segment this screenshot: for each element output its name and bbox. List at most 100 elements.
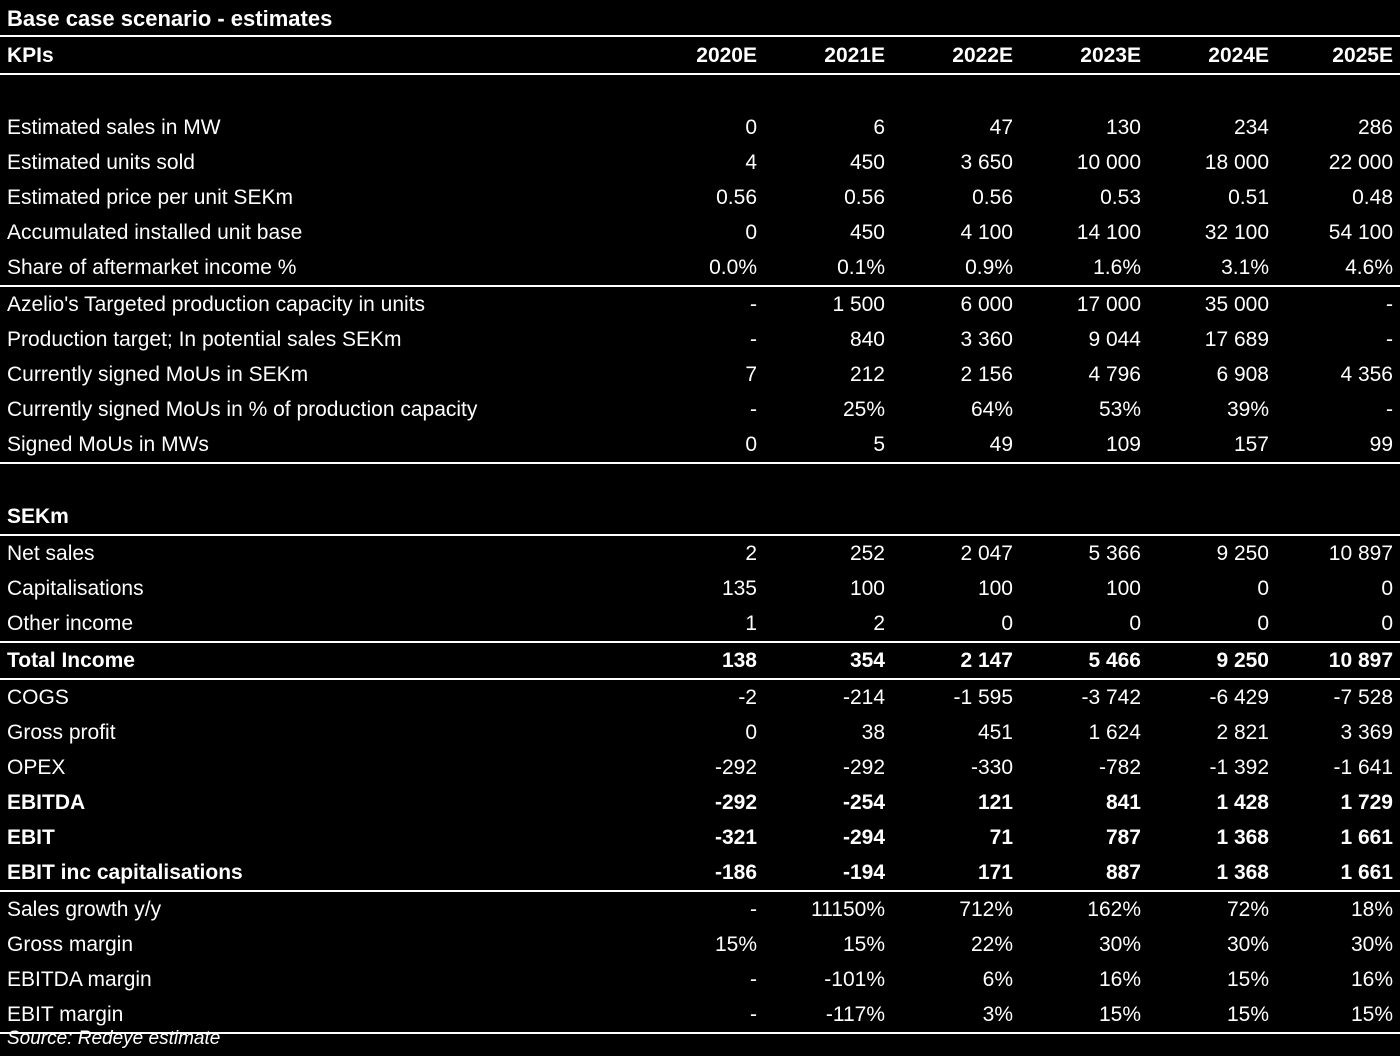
row-value: 138 <box>630 641 757 679</box>
row-value: 64% <box>970 398 1013 421</box>
row-label: OPEX <box>7 756 66 779</box>
row-value: 3% <box>982 1003 1013 1026</box>
row-value: 841 <box>1105 791 1141 814</box>
total-income-row: Total Income 138 354 2 147 5 466 9 250 10 897 <box>0 641 1400 679</box>
row-label: Estimated sales in MW <box>7 116 221 139</box>
row-value: 0.56 <box>844 186 885 209</box>
ratio-row: Sales growth y/y -11150% 712% 162% 72% 18% <box>0 890 1400 927</box>
row-value: 3 650 <box>960 151 1013 174</box>
row-label: Accumulated installed unit base <box>7 221 303 244</box>
year-header: 2022E <box>952 44 1013 67</box>
row-value: 39% <box>1226 398 1269 421</box>
row-value: 35 000 <box>1141 285 1269 322</box>
row-value: 16% <box>1350 968 1393 991</box>
row-value: 1 <box>745 612 757 635</box>
row-value: 109 <box>1105 433 1141 456</box>
row-value: 4 100 <box>960 221 1013 244</box>
row-value: 5 <box>873 433 885 456</box>
spacer-row <box>0 73 1400 110</box>
row-value: 10 000 <box>1076 151 1141 174</box>
row-label: EBITDA margin <box>7 968 152 991</box>
row-value: 22% <box>970 933 1013 956</box>
kpi-row: Share of aftermarket income % 0.0% 0.1% 0.9… <box>0 250 1400 286</box>
row-value: 0.56 <box>972 186 1013 209</box>
row-value: 2 047 <box>885 534 1013 571</box>
row-value: 4 <box>745 151 757 174</box>
kpi-row: Azelio's Targeted production capacity in… <box>0 285 1400 322</box>
year-header: 2020E <box>696 44 757 67</box>
row-label: Production target; In potential sales SE… <box>7 328 402 351</box>
pl-row: EBIT -321 -294 71 787 1 368 1 661 <box>0 820 1400 855</box>
row-value: 30% <box>1350 933 1393 956</box>
section-header-row: SEKm <box>0 499 1400 535</box>
row-value: 1 368 <box>1216 861 1269 884</box>
year-header: 2021E <box>824 44 885 67</box>
row-value: 15% <box>1098 1003 1141 1026</box>
row-label: Azelio's Targeted production capacity in… <box>0 285 630 322</box>
row-value: 2 821 <box>1216 721 1269 744</box>
row-value: -194 <box>842 861 885 884</box>
row-value: -782 <box>1098 756 1141 779</box>
row-value: 15% <box>714 933 757 956</box>
row-value: -330 <box>970 756 1013 779</box>
row-value: 5 466 <box>1013 641 1141 679</box>
row-value: - <box>1269 285 1400 322</box>
row-value: 0.1% <box>837 256 885 279</box>
row-value: 9 250 <box>1141 641 1269 679</box>
row-value: 1 661 <box>1340 826 1393 849</box>
year-header: 2024E <box>1208 44 1269 67</box>
row-label: COGS <box>0 678 630 715</box>
row-value: 0.9% <box>965 256 1013 279</box>
row-value: 22 000 <box>1328 151 1393 174</box>
row-value: 2 <box>630 534 757 571</box>
header-row: KPIs 2020E 2021E 2022E 2023E 2024E 2025E <box>0 38 1400 74</box>
row-value: -254 <box>842 791 885 814</box>
row-value: 0.53 <box>1100 186 1141 209</box>
row-value: 100 <box>849 577 885 600</box>
row-value: 53% <box>1098 398 1141 421</box>
row-value: 0 <box>1257 612 1269 635</box>
title-divider <box>0 35 1400 37</box>
row-value: 15% <box>1350 1003 1393 1026</box>
row-value: 162% <box>1013 890 1141 927</box>
row-value: 0 <box>745 721 757 744</box>
row-value: 0 <box>745 433 757 456</box>
row-value: - <box>1386 398 1393 421</box>
pl-row: EBIT inc capitalisations -186 -194 171 887 1 … <box>0 855 1400 891</box>
row-value: 212 <box>849 363 885 386</box>
row-value: 135 <box>721 577 757 600</box>
row-value: -117% <box>825 1003 885 1026</box>
row-label: EBIT <box>7 826 55 849</box>
row-label: Gross profit <box>7 721 116 744</box>
row-value: 4 796 <box>1088 363 1141 386</box>
row-value: 100 <box>977 577 1013 600</box>
row-value: 451 <box>977 721 1013 744</box>
section-label: SEKm <box>7 505 69 528</box>
row-label: Share of aftermarket income % <box>7 256 297 279</box>
row-value: 1 500 <box>757 285 885 322</box>
row-value: 30% <box>1226 933 1269 956</box>
kpi-row: Currently signed MoUs in % of production… <box>0 392 1400 427</box>
row-value: 6 000 <box>885 285 1013 322</box>
row-value: 3 360 <box>960 328 1013 351</box>
row-value: 18% <box>1269 890 1400 927</box>
year-header: 2025E <box>1332 44 1393 67</box>
row-value: -3 742 <box>1013 678 1141 715</box>
pl-row: COGS -2 -214 -1 595 -3 742 -6 429 -7 528 <box>0 678 1400 715</box>
row-value: -214 <box>757 678 885 715</box>
kpi-row: Estimated price per unit SEKm 0.56 0.56 0.5… <box>0 180 1400 215</box>
row-value: 99 <box>1369 433 1393 456</box>
row-value: 71 <box>989 826 1013 849</box>
row-value: - <box>750 328 757 351</box>
row-label: Capitalisations <box>7 577 144 600</box>
row-value: -2 <box>630 678 757 715</box>
row-value: 16% <box>1098 968 1141 991</box>
row-value: 7 <box>745 363 757 386</box>
row-value: 6 908 <box>1216 363 1269 386</box>
row-value: 0 <box>1129 612 1141 635</box>
row-value: - <box>630 890 757 927</box>
row-value: 0.56 <box>716 186 757 209</box>
row-value: -292 <box>714 791 757 814</box>
row-label: Total Income <box>0 641 630 679</box>
